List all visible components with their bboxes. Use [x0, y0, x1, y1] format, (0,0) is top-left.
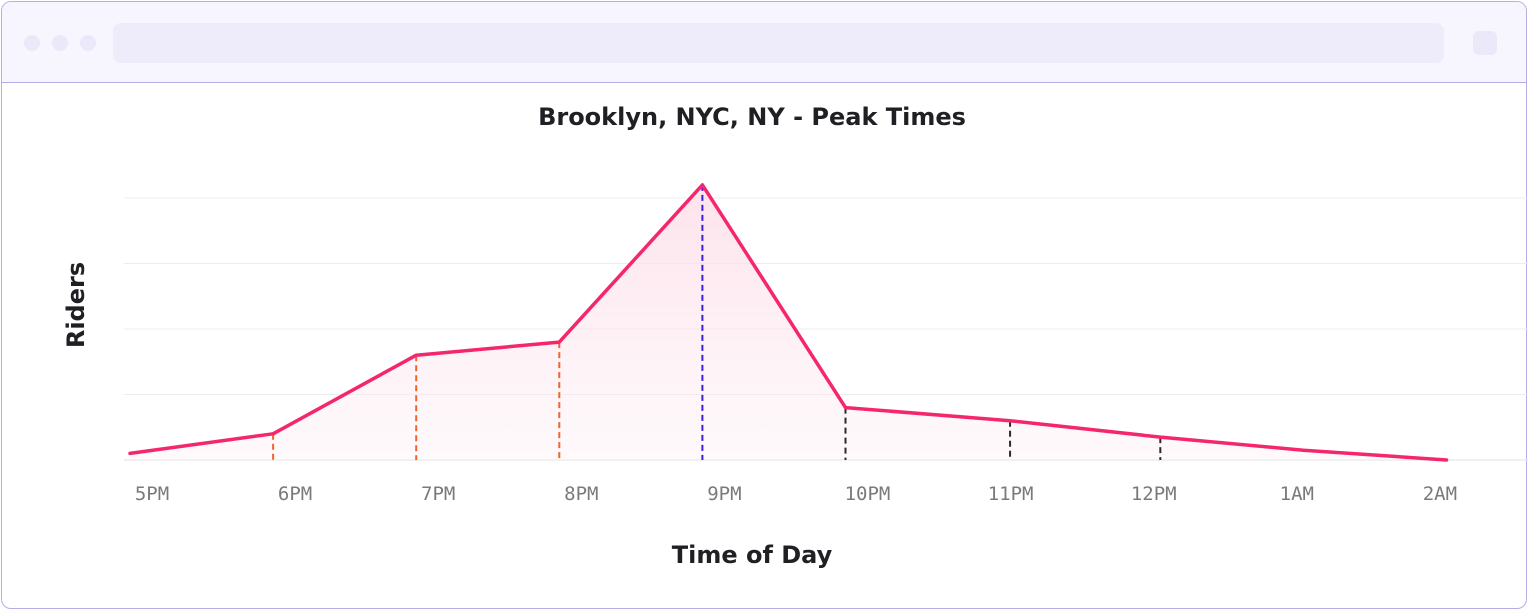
x-tick-label: 6PM: [278, 483, 312, 505]
x-tick-label: 11PM: [988, 483, 1034, 505]
window-titlebar: [2, 2, 1526, 83]
series-line: [128, 183, 1449, 462]
x-tick-label: 12PM: [1131, 483, 1177, 505]
x-tick-label: 2AM: [1423, 483, 1457, 505]
x-tick-label: 7PM: [421, 483, 455, 505]
menu-icon[interactable]: [1473, 31, 1497, 55]
address-bar[interactable]: [113, 23, 1444, 63]
chart-title: Brooklyn, NYC, NY - Peak Times: [538, 103, 966, 131]
window-close-button[interactable]: [24, 35, 40, 51]
x-tick-label: 10PM: [845, 483, 891, 505]
x-tick-label: 8PM: [564, 483, 598, 505]
x-axis-label: Time of Day: [672, 541, 833, 569]
window-maximize-button[interactable]: [80, 35, 96, 51]
x-tick-label: 9PM: [707, 483, 741, 505]
y-axis-label: Riders: [62, 262, 90, 348]
x-tick-labels: 5PM 6PM 7PM 8PM 9PM 10PM 11PM 12PM 1AM 2AM: [135, 483, 1457, 505]
x-tick-label: 1AM: [1280, 483, 1314, 505]
area-fill: [130, 184, 1447, 460]
window-minimize-button[interactable]: [52, 35, 68, 51]
marker-lines: [272, 184, 1162, 460]
x-tick-label: 5PM: [135, 483, 169, 505]
